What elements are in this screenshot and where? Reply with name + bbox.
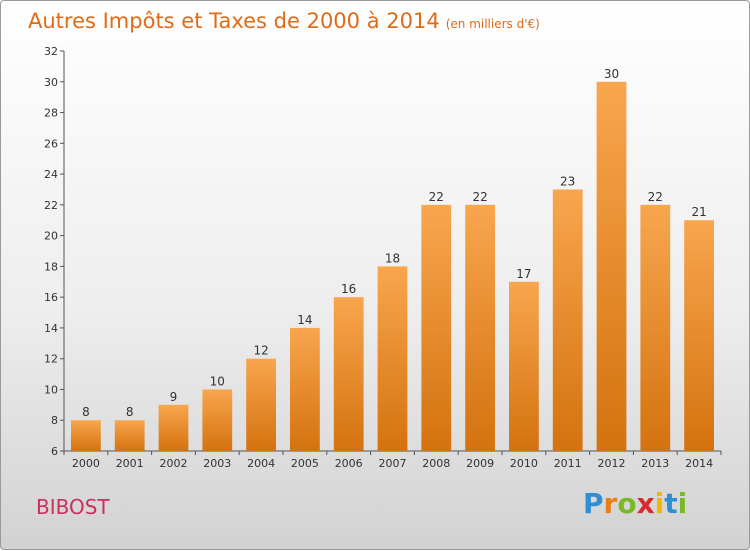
bar-2000 xyxy=(71,420,101,451)
x-tick-label: 2004 xyxy=(247,457,275,470)
value-label: 18 xyxy=(385,251,400,265)
x-tick-label: 2005 xyxy=(291,457,319,470)
bar-2005 xyxy=(290,327,320,451)
y-tick-label: 28 xyxy=(44,107,58,120)
x-tick-label: 2009 xyxy=(466,457,494,470)
y-tick-label: 10 xyxy=(44,383,58,396)
value-label: 22 xyxy=(648,190,663,204)
x-tick-label: 2012 xyxy=(598,457,626,470)
axes: 6 8 10 12 14 16 18 20 22 24 26 28 30 32 2000 2001 2002 20… xyxy=(44,45,722,470)
value-label: 12 xyxy=(253,344,268,358)
x-tick-label: 2013 xyxy=(641,457,669,470)
logo-letter: P xyxy=(583,487,604,520)
bar-2004 xyxy=(246,358,276,451)
bar-2007 xyxy=(377,266,408,451)
bar-2001 xyxy=(114,420,145,451)
value-label: 14 xyxy=(297,313,312,327)
bar-2003 xyxy=(202,389,233,451)
value-label: 16 xyxy=(341,282,356,296)
x-tick-label: 2001 xyxy=(116,457,144,470)
x-tick-label: 2000 xyxy=(72,457,100,470)
logo-letter: x xyxy=(636,487,655,520)
y-tick-label: 16 xyxy=(44,291,58,304)
bar-2009 xyxy=(465,204,495,451)
y-tick-label: 24 xyxy=(44,168,58,181)
bar-2012 xyxy=(596,81,627,452)
y-tick-label: 6 xyxy=(51,445,58,458)
value-labels: 8 8 9 10 12 14 16 18 22 22 17 23 30 22 21 xyxy=(82,67,707,419)
proxiti-logo: Proxiti xyxy=(583,487,687,520)
logo-letter: r xyxy=(603,487,618,520)
value-label: 22 xyxy=(429,190,444,204)
logo-letter: i xyxy=(677,487,688,520)
x-tick-label: 2006 xyxy=(335,457,363,470)
bars xyxy=(71,81,714,452)
logo-letter: t xyxy=(664,487,678,520)
y-tick-label: 20 xyxy=(44,230,58,243)
x-tick-label: 2003 xyxy=(203,457,231,470)
value-label: 17 xyxy=(516,267,531,281)
y-tick-label: 12 xyxy=(44,353,58,366)
x-tick-label: 2011 xyxy=(554,457,582,470)
bar-2010 xyxy=(509,281,539,451)
value-label: 9 xyxy=(170,390,178,404)
x-tick-label: 2002 xyxy=(160,457,188,470)
bar-2014 xyxy=(684,220,714,451)
bar-2011 xyxy=(552,189,583,451)
value-label: 22 xyxy=(472,190,487,204)
x-tick-label: 2010 xyxy=(510,457,538,470)
value-label: 8 xyxy=(82,405,90,419)
logo-letter: o xyxy=(617,487,637,520)
value-label: 21 xyxy=(691,205,706,219)
chart-title-text: Autres Impôts et Taxes de 2000 à 2014 xyxy=(28,9,440,33)
y-tick-label: 8 xyxy=(51,414,58,427)
bar-2002 xyxy=(158,404,189,451)
value-label: 23 xyxy=(560,174,575,188)
y-tick-label: 26 xyxy=(44,137,58,150)
y-tick-label: 32 xyxy=(44,45,58,58)
value-label: 10 xyxy=(210,374,225,388)
bar-2013 xyxy=(640,204,671,451)
y-tick-label: 22 xyxy=(44,199,58,212)
logo-letter: i xyxy=(654,487,665,520)
y-tick-label: 18 xyxy=(44,260,58,273)
value-label: 30 xyxy=(604,67,619,81)
chart-title: Autres Impôts et Taxes de 2000 à 2014 (en… xyxy=(28,9,540,33)
chart-unit: (en milliers d'€) xyxy=(445,17,540,31)
commune-name: BIBOST xyxy=(36,495,110,519)
x-tick-label: 2014 xyxy=(685,457,713,470)
bar-2008 xyxy=(421,204,452,451)
y-tick-label: 14 xyxy=(44,322,58,335)
x-tick-label: 2008 xyxy=(422,457,450,470)
bar-2006 xyxy=(333,297,364,451)
value-label: 8 xyxy=(126,405,134,419)
x-tick-label: 2007 xyxy=(379,457,407,470)
y-tick-label: 30 xyxy=(44,76,58,89)
